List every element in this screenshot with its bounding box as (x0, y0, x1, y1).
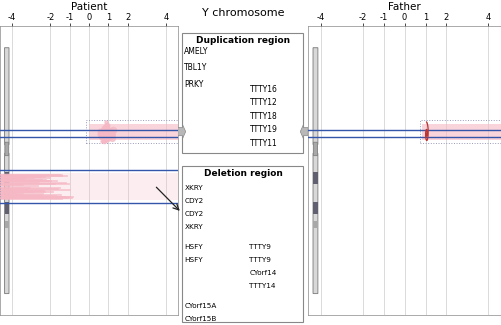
FancyArrow shape (300, 124, 308, 139)
FancyArrow shape (178, 124, 186, 139)
Text: CYorf14: CYorf14 (249, 270, 277, 276)
FancyBboxPatch shape (313, 153, 318, 293)
Bar (313, 221, 318, 228)
Text: HSFY: HSFY (184, 257, 203, 263)
Bar (5, 221, 9, 228)
Text: PRKY: PRKY (184, 80, 204, 89)
Bar (420, 120, 501, 143)
FancyBboxPatch shape (5, 153, 9, 293)
Text: Duplication region: Duplication region (196, 36, 290, 45)
Text: Y chromosome: Y chromosome (202, 8, 284, 18)
Text: TTTY18: TTTY18 (249, 112, 277, 121)
Bar (5, 202, 9, 214)
FancyBboxPatch shape (314, 142, 318, 156)
Bar (422, 124, 501, 139)
FancyBboxPatch shape (5, 48, 9, 145)
Text: TTTY19: TTTY19 (249, 125, 278, 135)
Bar (89, 124, 178, 139)
FancyBboxPatch shape (5, 142, 9, 156)
Title: Father: Father (388, 2, 421, 12)
Text: CYorf15B: CYorf15B (184, 316, 217, 322)
Bar (313, 172, 318, 184)
Text: TTTY9: TTTY9 (249, 257, 272, 263)
Text: CDY2: CDY2 (184, 211, 203, 216)
Text: XKRY: XKRY (184, 224, 203, 229)
Text: HSFY: HSFY (184, 244, 203, 250)
Text: TBL1Y: TBL1Y (184, 63, 208, 72)
Text: TTTY16: TTTY16 (249, 84, 278, 94)
Bar (0, 173, 178, 200)
Text: XKRY: XKRY (184, 185, 203, 190)
FancyBboxPatch shape (182, 166, 303, 322)
FancyBboxPatch shape (182, 32, 303, 153)
Bar (0, 170, 178, 203)
Text: TTTY12: TTTY12 (249, 98, 277, 107)
Bar (313, 202, 318, 214)
Text: TTTY9: TTTY9 (249, 244, 272, 250)
Text: TTTY11: TTTY11 (249, 139, 277, 148)
Text: CDY2: CDY2 (184, 198, 203, 203)
Bar (5, 172, 9, 184)
Text: AMELY: AMELY (184, 47, 209, 56)
Bar (86, 120, 178, 143)
FancyBboxPatch shape (313, 48, 318, 145)
Title: Patient: Patient (71, 2, 107, 12)
Text: Deletion region: Deletion region (203, 169, 283, 178)
Text: TTTY14: TTTY14 (249, 283, 276, 289)
Text: CYorf15A: CYorf15A (184, 303, 217, 309)
